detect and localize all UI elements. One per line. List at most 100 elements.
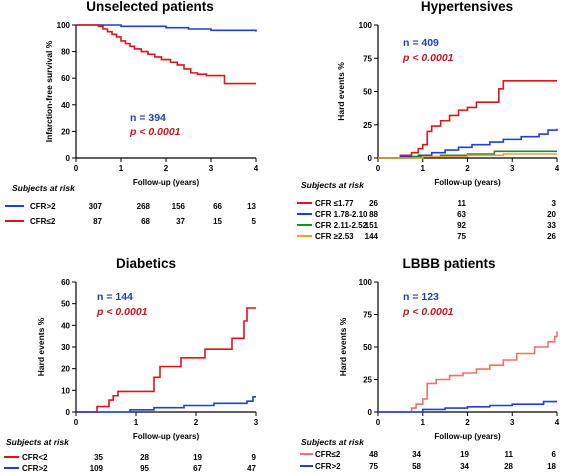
risk-value: 151 (365, 221, 379, 230)
n-annotation: n = 409 (403, 37, 439, 49)
risk-row-label: CFR ≥2.53 (315, 232, 354, 241)
n-annotation: n = 144 (97, 291, 133, 303)
risk-value: 19 (460, 450, 469, 459)
y-tick-label: 20 (61, 127, 70, 136)
risk-value: 20 (547, 210, 556, 219)
x-tick-label: 4 (555, 418, 560, 427)
y-tick-label: 60 (61, 74, 70, 83)
y-axis-label: Hard events % (338, 317, 348, 376)
risk-value: 58 (412, 462, 421, 471)
p-value-annotation: p < 0.0001 (129, 126, 181, 138)
risk-table-title: Subjects at risk (6, 437, 70, 447)
risk-value: 68 (141, 217, 150, 226)
risk-value: 66 (213, 202, 222, 211)
risk-value: 26 (547, 232, 556, 241)
series-line-2 (378, 128, 558, 159)
series-line-2 (378, 400, 557, 413)
y-axis-label: Hard events % (36, 317, 46, 376)
y-tick-label: 20 (61, 365, 70, 374)
x-tick-label: 0 (74, 418, 79, 427)
risk-value: 28 (504, 462, 513, 471)
y-tick-label: 40 (61, 321, 70, 330)
y-tick-label: 40 (61, 101, 70, 110)
y-tick-label: 100 (359, 278, 373, 287)
chart-panel-2: Hypertensives 0 25 50 75 100 0 1 2 3 4 Follow-up (y… (297, 0, 560, 241)
x-tick-label: 3 (209, 164, 214, 173)
risk-value: 34 (412, 450, 421, 459)
y-tick-label: 0 (66, 408, 71, 417)
y-tick-label: 50 (363, 88, 372, 97)
x-tick-label: 0 (74, 164, 79, 173)
x-tick-label: 4 (555, 164, 560, 173)
y-tick-label: 0 (368, 408, 373, 417)
y-tick-label: 75 (363, 54, 372, 63)
chart-title: Diabetics (116, 256, 176, 271)
risk-value: 268 (137, 202, 151, 211)
x-tick-label: 4 (254, 164, 259, 173)
risk-value: 33 (547, 221, 556, 230)
y-tick-label: 100 (359, 21, 373, 30)
risk-value: 34 (460, 462, 469, 471)
risk-value: 28 (140, 453, 149, 462)
risk-value: 75 (369, 462, 378, 471)
risk-table-title: Subjects at risk (301, 180, 365, 190)
series-line-2 (76, 24, 256, 85)
risk-value: 95 (140, 464, 149, 473)
x-tick-label: 2 (465, 418, 470, 427)
risk-value: 92 (457, 221, 466, 230)
risk-row-label: CFR>2 (22, 464, 48, 473)
x-tick-label: 2 (465, 164, 470, 173)
p-value-annotation: p < 0.0001 (96, 306, 148, 318)
x-axis-label: Follow-up (years) (133, 178, 200, 187)
x-tick-label: 1 (119, 164, 124, 173)
risk-value: 144 (365, 232, 379, 241)
risk-value: 26 (369, 199, 378, 208)
series-line-1 (76, 307, 256, 413)
y-axis-label: Hard events % (336, 62, 346, 121)
chart-title: Unselected patients (86, 0, 214, 14)
series-line-4 (378, 153, 557, 159)
chart-title: LBBB patients (402, 256, 495, 271)
risk-value: 75 (457, 232, 466, 241)
risk-value: 109 (90, 464, 104, 473)
x-tick-label: 1 (421, 418, 426, 427)
risk-value: 6 (552, 450, 557, 459)
risk-table-title: Subjects at risk (12, 183, 76, 193)
y-tick-label: 75 (363, 311, 372, 320)
risk-value: 13 (247, 202, 256, 211)
series-line-2 (76, 396, 256, 413)
y-tick-label: 50 (61, 300, 70, 309)
risk-value: 67 (193, 464, 202, 473)
risk-row-label: CFR 2.11-2.52 (315, 221, 368, 230)
series-line-1 (76, 24, 257, 32)
risk-value: 47 (247, 464, 256, 473)
risk-value: 18 (547, 462, 556, 471)
x-tick-label: 3 (510, 164, 515, 173)
y-tick-label: 25 (363, 376, 372, 385)
y-tick-label: 50 (363, 343, 372, 352)
risk-value: 11 (505, 450, 514, 459)
y-tick-label: 0 (66, 154, 71, 163)
chart-panel-3: Diabetics 0 10 20 30 40 50 60 0 1 2 3 Follow-up (yea… (4, 256, 259, 473)
risk-value: 87 (93, 217, 102, 226)
risk-value: 37 (176, 217, 185, 226)
chart-panel-1: Unselected patients 0 20 40 60 80 100 0 1 2 3 4 Foll… (5, 0, 259, 226)
x-tick-label: 2 (164, 164, 169, 173)
risk-row-label: CFR 1.78-2.10 (315, 210, 368, 219)
y-axis-label: Infarction-free survival % (44, 40, 54, 142)
risk-table-title: Subjects at risk (301, 437, 365, 447)
risk-value: 11 (458, 199, 467, 208)
risk-value: 5 (252, 217, 257, 226)
series-line-1 (378, 331, 558, 413)
y-tick-label: 80 (61, 48, 70, 57)
risk-row-label: CFR<2 (22, 453, 48, 462)
risk-row-label: CFR≤2 (30, 217, 56, 226)
risk-value: 3 (552, 199, 557, 208)
risk-value: 48 (369, 450, 378, 459)
x-tick-label: 3 (254, 418, 259, 427)
n-annotation: n = 123 (403, 291, 439, 303)
series-line-1 (378, 80, 557, 159)
risk-value: 9 (252, 453, 257, 462)
y-tick-label: 100 (57, 21, 71, 30)
